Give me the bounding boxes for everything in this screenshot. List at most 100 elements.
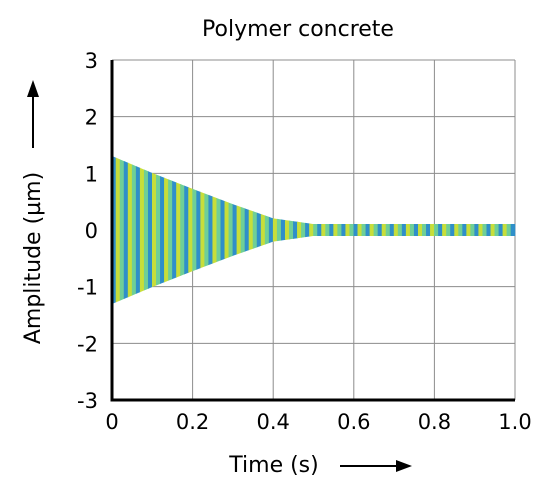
y-tick-label: 1 [85,162,98,186]
signal-band [329,224,334,236]
signal-band [405,224,411,236]
signal-band [293,221,298,239]
signal-band [470,224,476,236]
signal-band [385,224,391,236]
signal-band [369,224,375,236]
x-tick-labels: 0 0.2 0.4 0.6 0.8 1.0 [105,410,531,434]
signal-band [131,164,137,296]
signal-band [454,224,459,236]
signal-band [184,185,189,275]
signal-band [442,224,447,236]
signal-band [216,197,222,263]
x-tick-label: 0.2 [176,410,209,434]
signal-band [264,215,270,245]
signal-band [417,224,423,236]
signal-band [260,213,266,247]
chart-title: Polymer concrete [202,17,394,42]
signal-band [482,224,488,236]
signal-band [353,224,359,236]
signal-band [474,224,480,236]
signal-band [393,224,399,236]
signal-band [139,167,145,293]
signal-band [143,169,149,291]
signal-band [252,211,258,249]
signal-band [426,224,431,236]
signal-band [377,224,383,236]
signal-band [228,202,234,258]
y-tick-label: -1 [77,276,98,300]
signal-band [172,180,177,280]
x-tick-label: 0.6 [337,410,370,434]
signal-band [345,224,351,236]
signal-band [317,224,322,236]
signal-band [123,160,129,300]
y-tick-label: 3 [85,49,98,73]
signal-band [409,224,415,236]
signal-band [333,224,338,236]
signal-band [289,220,294,240]
signal-band [397,224,403,236]
signal-band [321,224,326,236]
signal-band [309,223,314,237]
signal-band [349,224,355,236]
signal-band [422,224,427,236]
signal-band [156,174,161,286]
signal-band [152,172,157,288]
x-tick-label: 0.8 [418,410,451,434]
signal-band [506,224,512,236]
signal-band [208,194,214,266]
signal-band [180,183,185,277]
signal-band [272,218,278,242]
signal-band [486,224,492,236]
signal-band [466,224,471,236]
signal-band [305,222,310,238]
signal-band [325,224,330,236]
y-axis-arrow-head [27,80,39,97]
signal-band [196,190,201,270]
signal-band [341,224,347,236]
signal-band [276,218,282,242]
signal-band [135,166,141,294]
signal-band [204,193,210,267]
signal-band [381,224,387,236]
signal-band [115,157,121,303]
signal-band [430,224,435,236]
signal-band [401,224,407,236]
signal-band [490,224,496,236]
signal-band [337,224,343,236]
signal-band [192,188,197,272]
signal-band [147,171,153,289]
signal-band [357,224,363,236]
signal-band [248,209,254,251]
signal-band [478,224,484,236]
signal-band [502,224,508,236]
signal-band [160,176,165,284]
signal-band [232,204,238,256]
signal-band [297,221,302,239]
y-tick-label: -2 [77,332,98,356]
signal-band [280,219,286,241]
axes [110,60,515,402]
signal-band [127,162,133,298]
signal-band [458,224,463,236]
y-tick-label: 2 [85,106,98,130]
signal-band [284,220,290,240]
signal-band [240,206,246,254]
y-axis-label: Amplitude (µm) [21,172,46,344]
y-tick-label: -3 [77,389,98,413]
signal-band [462,224,467,236]
signal-band [212,196,218,264]
signal-band [168,179,173,281]
signal-band [244,208,250,252]
signal-band [373,224,379,236]
signal-band [268,216,274,244]
signal-band [224,201,230,259]
signal-band [494,224,500,236]
signal-band [498,224,504,236]
x-tick-label: 0.4 [256,410,289,434]
signal-band [450,224,455,236]
signal-band [176,182,181,278]
y-tick-labels: 3 2 1 0 -1 -2 -3 [77,49,98,413]
signal-band [220,199,226,261]
